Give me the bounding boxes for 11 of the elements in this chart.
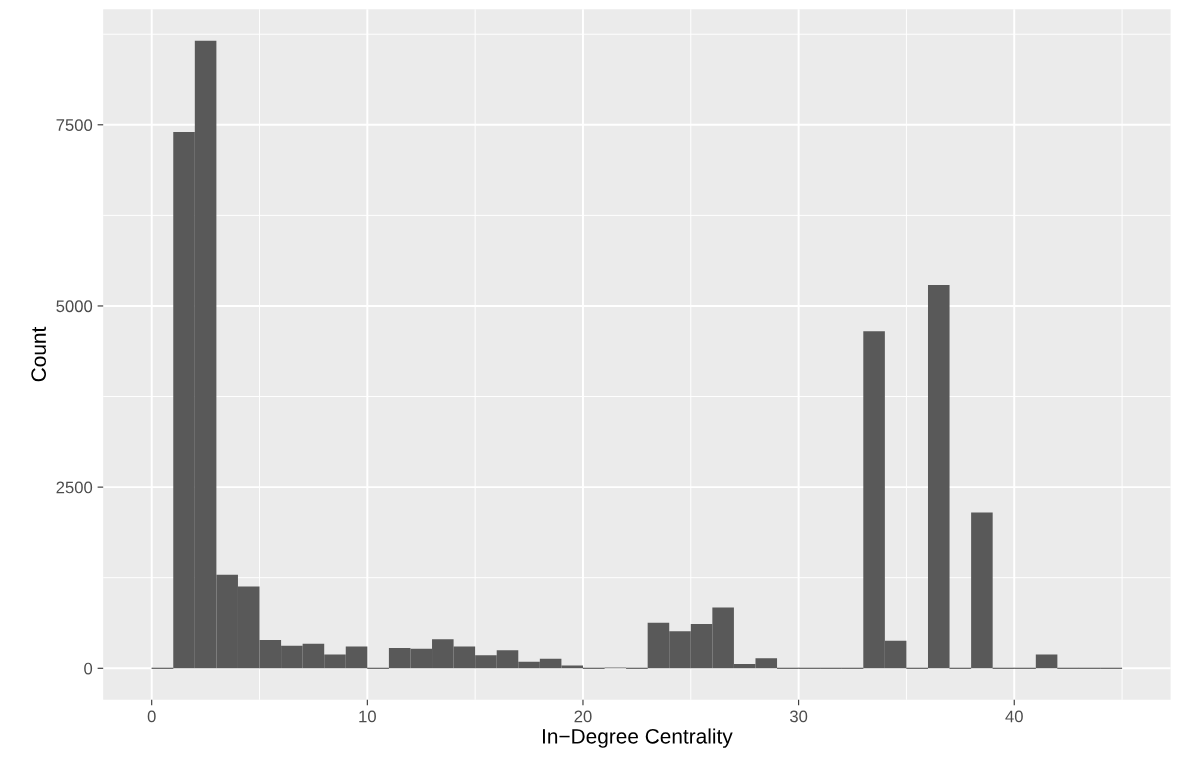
x-tick-label: 30 [789,710,808,723]
y-axis-title: Count [31,326,47,382]
x-tick-label: 40 [1005,710,1023,723]
x-tick-label: 0 [147,710,156,723]
x-axis-title: In−Degree Centrality [542,728,733,748]
y-tick-label: 2500 [56,481,93,494]
x-tick-label: 10 [359,710,376,723]
y-tick-label: 7500 [56,119,93,131]
y-tick-label: 5000 [56,300,93,313]
x-tick-label: 20 [574,710,592,723]
y-tick-label: 0 [84,662,93,675]
